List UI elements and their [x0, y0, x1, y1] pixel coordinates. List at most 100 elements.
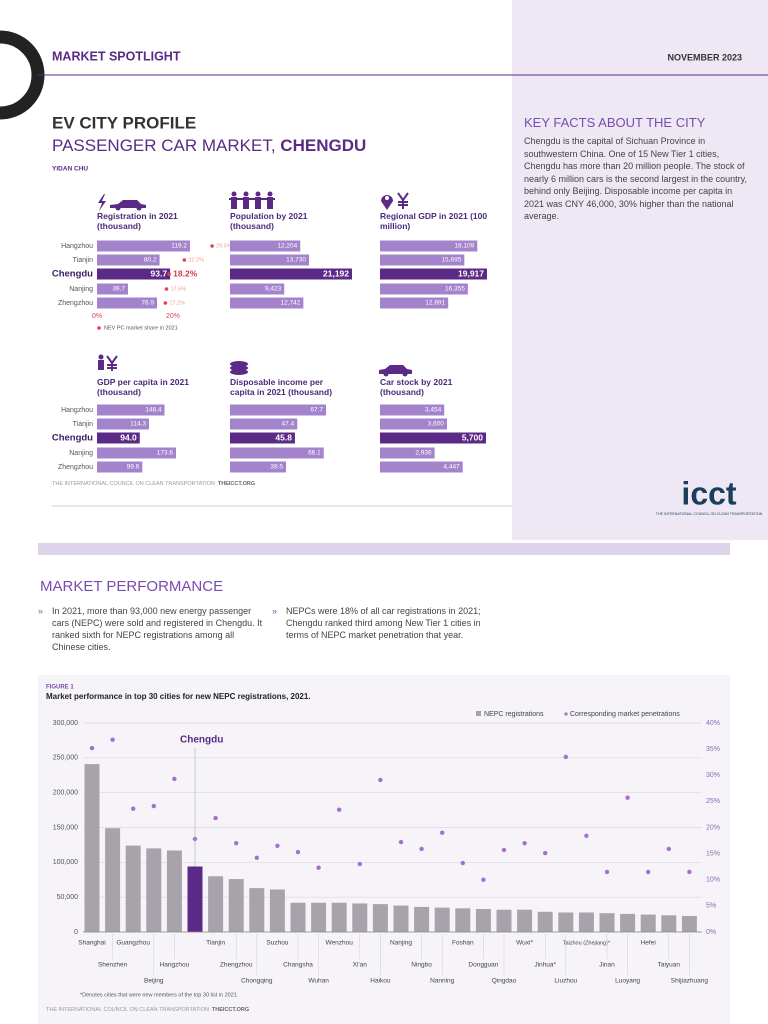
panel-title: Registration in 2021 (thousand) [97, 211, 178, 231]
footnote: *Denotes cities that were new members of… [80, 992, 239, 998]
author: YIDAN CHU [52, 166, 88, 173]
x-tick-label: Xi'an [353, 962, 368, 969]
bar [380, 254, 465, 266]
y2-tick-label: 35% [706, 746, 720, 753]
value-label: 2,936 [415, 450, 432, 457]
penetration-dot [419, 846, 424, 852]
bar [380, 283, 468, 295]
penetration-dot [563, 754, 568, 760]
x-tick-label: Tianjin [206, 940, 225, 947]
row-label: Zhengzhou [58, 300, 93, 307]
bar [208, 876, 224, 932]
y2-tick-label: 5% [706, 903, 716, 910]
x-tick-label: Hangzhou [160, 962, 190, 969]
figure-source: THE INTERNATIONAL COUNCIL ON CLEAN TRANS… [46, 1007, 249, 1013]
y-tick-label: 250,000 [53, 755, 78, 762]
value-label: 39.5 [270, 464, 283, 471]
penetration-dot [110, 737, 115, 742]
panel-title: GDP per capita in 2021 (thousand) [97, 377, 189, 397]
value-label: 12,742 [280, 300, 300, 307]
share-label: 22.2% [188, 257, 204, 263]
value-label: 12,691 [425, 300, 445, 307]
row-label: Hangzhou [61, 243, 93, 250]
x-tick-label: Liuzhou [554, 978, 577, 985]
bar [97, 297, 157, 309]
x-tick-label: Shenzhen [98, 962, 128, 969]
x-tick-label: Hefei [641, 940, 656, 947]
x-tick-label: Ningbo [411, 962, 432, 969]
value-label: 16,355 [445, 286, 465, 293]
value-label: 21,192 [323, 268, 349, 278]
y2-tick-label: 15% [706, 850, 720, 857]
penetration-dot [646, 869, 651, 875]
bar [97, 268, 171, 280]
bar [599, 913, 615, 932]
penetration-dot [625, 795, 630, 800]
y-tick-label: 200,000 [53, 790, 78, 797]
value-label: 94.0 [120, 432, 137, 442]
bar [249, 888, 265, 932]
decor-arc [0, 30, 45, 120]
x-tick-label: Luoyang [615, 978, 640, 985]
source: THE INTERNATIONAL COUNCIL ON CLEAN TRANS… [52, 481, 255, 487]
section: MARKET SPOTLIGHT [52, 49, 181, 63]
bar [434, 907, 450, 932]
annotation: Chengdu [180, 735, 223, 746]
penetration-dot [440, 830, 445, 835]
bar [380, 418, 447, 430]
bar [97, 461, 143, 473]
bar [455, 908, 471, 932]
value-label: 173.6 [157, 450, 174, 457]
value-label: 45.8 [275, 432, 292, 442]
source-link[interactable]: THEICCT.ORG [218, 481, 255, 487]
bar [97, 447, 176, 459]
bar [97, 254, 160, 266]
value-label: 47.4 [282, 421, 295, 428]
bar [97, 240, 190, 252]
value-label: 19,917 [458, 268, 484, 278]
figure-label: FIGURE 1 [46, 685, 74, 691]
penetration-dot [151, 803, 156, 809]
bar [352, 903, 368, 932]
row-label: Tianjin [73, 257, 93, 264]
penetration-dot [687, 869, 692, 875]
bar [97, 283, 128, 295]
legend-label: Corresponding market penetrations [570, 711, 680, 718]
x-tick-label: Changsha [283, 962, 313, 969]
bullet: NEPCs were 18% of all car registrations … [286, 606, 481, 640]
penetration-dot [337, 807, 342, 812]
value-label: 5,700 [462, 432, 484, 442]
bar [380, 432, 486, 444]
legend-swatch [476, 711, 481, 716]
bar [97, 418, 150, 430]
legend-label: NEPC registrations [484, 711, 544, 718]
value-label: 9,423 [265, 286, 282, 293]
date: NOVEMBER 2023 [667, 52, 742, 62]
penetration-dot [543, 850, 548, 856]
penetration-dot [522, 840, 527, 846]
x-tick-label: Taiyuan [658, 962, 681, 969]
bar [230, 447, 324, 459]
panel-title: Car stock by 2021 (thousand) [380, 377, 453, 397]
sidebar [512, 0, 768, 540]
figure-title: Market performance in top 30 cities for … [46, 692, 311, 701]
penetration-dot [460, 860, 465, 866]
penetration-dot [254, 855, 259, 861]
x-tick-label: Wenzhou [326, 940, 354, 947]
share-label: 18.2% [173, 268, 198, 278]
legend-label: NEV PC market share in 2021 [104, 325, 178, 331]
penetration-dot [481, 877, 486, 882]
value-label: 18,109 [454, 243, 474, 250]
bar [125, 845, 141, 932]
profile-subtitle: PASSENGER CAR MARKET, CHENGDU [52, 136, 366, 156]
penetration-dot [666, 846, 671, 852]
y-tick-label: 150,000 [53, 824, 78, 831]
x-tick-label: Foshan [452, 940, 474, 947]
bar [380, 447, 435, 459]
bullet-marker: » [38, 606, 44, 616]
x-tick-label: Shanghai [78, 940, 105, 947]
bar [230, 240, 301, 252]
source-link[interactable]: THEICCT.ORG [212, 1007, 249, 1013]
bar [97, 432, 140, 444]
